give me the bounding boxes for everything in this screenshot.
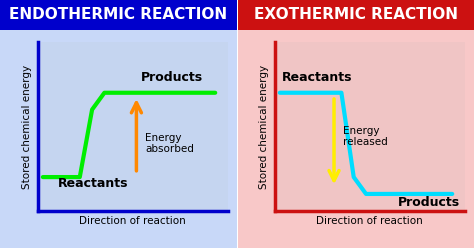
FancyBboxPatch shape [237,0,474,30]
Text: Products: Products [398,196,460,209]
Text: Energy
absorbed: Energy absorbed [145,132,194,154]
FancyBboxPatch shape [0,0,237,30]
Text: Reactants: Reactants [58,177,128,190]
X-axis label: Direction of reaction: Direction of reaction [316,216,423,226]
Text: Reactants: Reactants [283,71,353,84]
FancyBboxPatch shape [237,0,474,248]
Y-axis label: Stored chemical energy: Stored chemical energy [22,64,32,188]
Text: Products: Products [141,71,203,84]
X-axis label: Direction of reaction: Direction of reaction [79,216,186,226]
FancyBboxPatch shape [0,0,237,248]
Text: ENDOTHERMIC REACTION: ENDOTHERMIC REACTION [9,7,228,22]
Text: EXOTHERMIC REACTION: EXOTHERMIC REACTION [254,7,457,22]
Y-axis label: Stored chemical energy: Stored chemical energy [259,64,269,188]
Text: Energy
released: Energy released [343,126,387,147]
